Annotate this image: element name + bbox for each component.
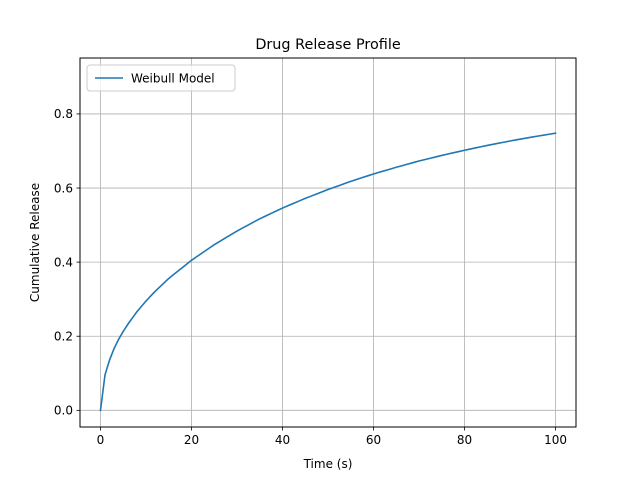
x-axis-label: Time (s): [303, 457, 353, 471]
x-tick-label: 20: [184, 433, 199, 447]
series-line-weibull-model: [99, 132, 557, 412]
y-tick-label: 0.4: [54, 255, 73, 269]
y-tick-label: 0.8: [54, 107, 73, 121]
plot-frame: [79, 57, 577, 428]
x-tick-label: 100: [544, 433, 567, 447]
y-tick-label: 0.2: [54, 330, 73, 344]
x-tick-label: 0: [97, 433, 105, 447]
y-tick-label: 0.6: [54, 181, 73, 195]
legend: Weibull Model: [86, 64, 236, 92]
y-axis-label: Cumulative Release: [28, 183, 42, 302]
series-layer: [99, 132, 557, 412]
legend-box: [86, 64, 236, 92]
legend-label: Weibull Model: [131, 72, 215, 86]
x-tick-label: 40: [275, 433, 290, 447]
grid-layer: [80, 58, 576, 427]
x-tick-label: 60: [366, 433, 381, 447]
tick-layer: 0 20 40 60 80 100 0.0 0.2 0.4 0.6 0.8: [54, 107, 567, 447]
y-tick-label: 0.0: [54, 404, 73, 418]
x-tick-label: 80: [457, 433, 472, 447]
chart-title: Drug Release Profile: [255, 37, 401, 53]
